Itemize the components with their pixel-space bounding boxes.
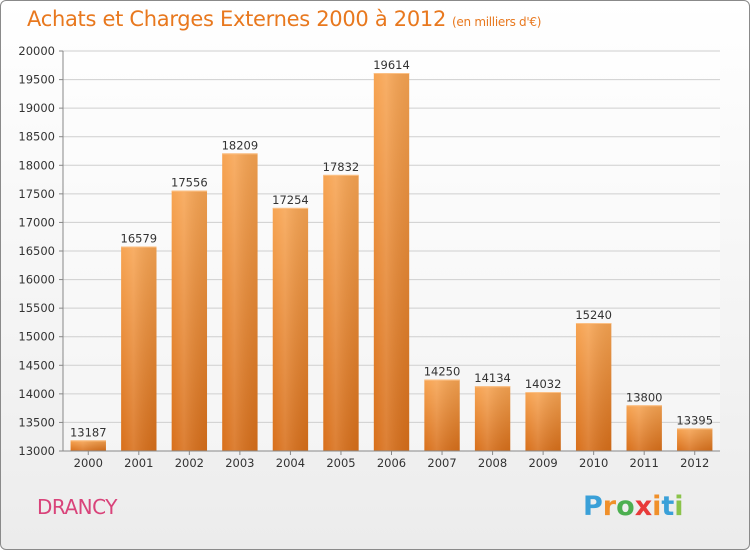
- y-tick-label: 16000: [18, 273, 55, 287]
- x-tick-label: 2002: [175, 456, 204, 470]
- x-tick-label: 2003: [225, 456, 254, 470]
- y-tick-label: 19500: [18, 73, 55, 87]
- bar-shine: [171, 190, 208, 451]
- x-tick-label: 2011: [630, 456, 659, 470]
- location-label: DRANCY: [37, 495, 117, 519]
- y-tick-label: 17500: [18, 187, 55, 201]
- x-tick-label: 2004: [276, 456, 305, 470]
- y-tick-label: 15500: [18, 301, 55, 315]
- bar-shine: [677, 428, 713, 451]
- y-tick-label: 16500: [18, 244, 55, 258]
- y-tick-label: 18000: [18, 158, 55, 172]
- x-tick-label: 2001: [124, 456, 153, 470]
- value-label: 14032: [525, 377, 562, 391]
- bar-shine: [373, 73, 410, 452]
- chart-title: Achats et Charges Externes 2000 à 2012 (e…: [27, 7, 541, 31]
- value-label: 16579: [121, 231, 158, 245]
- logo-letter: o: [616, 491, 635, 522]
- bar-shine: [70, 440, 106, 451]
- logo-letter: x: [634, 491, 653, 522]
- y-tick-label: 14500: [18, 358, 55, 372]
- chart-subtitle: (en milliers d'€): [452, 15, 542, 29]
- bar-shine: [626, 405, 662, 451]
- bar-shine: [525, 392, 561, 451]
- chart-title-text: Achats et Charges Externes 2000 à 2012: [27, 7, 447, 31]
- y-tick-label: 19000: [18, 101, 55, 115]
- y-tick-label: 17000: [18, 215, 55, 229]
- value-label: 13800: [626, 390, 663, 404]
- logo-letter: i: [652, 491, 662, 522]
- x-tick-label: 2010: [579, 456, 608, 470]
- x-tick-label: 2000: [74, 456, 103, 470]
- value-label: 14250: [424, 365, 461, 379]
- x-tick-label: 2008: [478, 456, 507, 470]
- value-label: 17556: [171, 176, 208, 190]
- value-label: 13395: [676, 413, 713, 427]
- logo-letter: t: [661, 491, 675, 522]
- bar-shine: [323, 174, 359, 451]
- logo-letter: r: [602, 491, 617, 522]
- y-tick-label: 18500: [18, 130, 55, 144]
- x-tick-label: 2007: [427, 456, 456, 470]
- bar-shine: [121, 246, 157, 451]
- bar-shine: [424, 379, 460, 451]
- bar-shine: [272, 207, 309, 451]
- axis-layer: 13000 13500 14000 14500 15000 15500 16000 16500…: [18, 44, 720, 470]
- logo-letter: i: [674, 491, 684, 522]
- bars-layer: 13187 16579 17556 18209 17254 17832 19614 14250…: [70, 58, 713, 452]
- y-tick-label: 15000: [18, 330, 55, 344]
- bar-shine: [222, 153, 258, 452]
- proxiti-logo[interactable]: Proxiti: [583, 491, 684, 522]
- y-tick-label: 14000: [18, 387, 55, 401]
- logo-letter: P: [583, 491, 603, 522]
- value-label: 18209: [222, 138, 259, 152]
- value-label: 17832: [323, 160, 360, 174]
- x-tick-label: 2012: [680, 456, 709, 470]
- y-tick-label: 13000: [18, 444, 55, 458]
- value-label: 14134: [474, 371, 511, 385]
- x-tick-label: 2005: [326, 456, 355, 470]
- y-tick-label: 13500: [18, 415, 55, 429]
- x-tick-label: 2009: [528, 456, 557, 470]
- value-label: 17254: [272, 193, 309, 207]
- value-label: 15240: [575, 308, 612, 322]
- value-label: 13187: [70, 425, 107, 439]
- bar-shine: [474, 386, 511, 451]
- x-tick-label: 2006: [377, 456, 406, 470]
- bar-shine: [575, 323, 612, 451]
- y-tick-label: 20000: [18, 44, 55, 58]
- value-label: 19614: [373, 58, 410, 72]
